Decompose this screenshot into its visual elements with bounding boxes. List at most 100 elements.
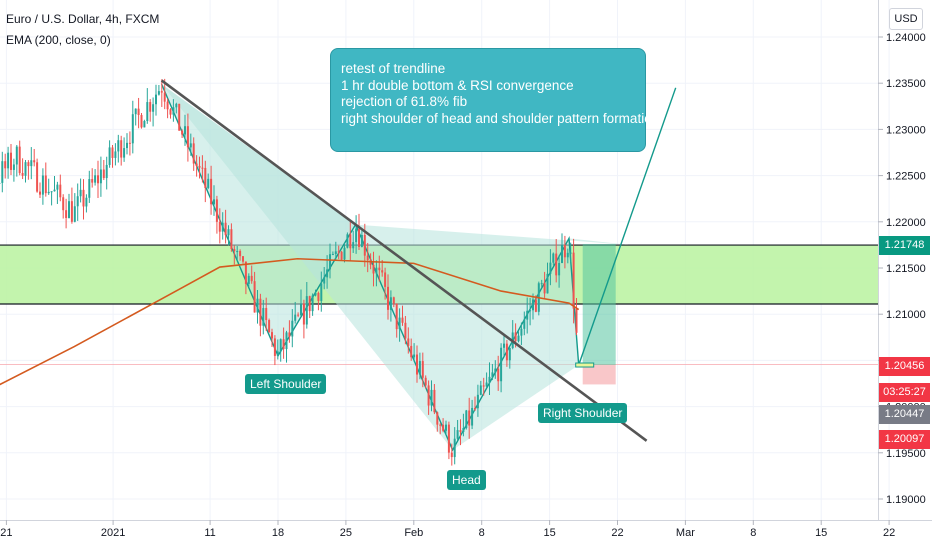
candle-body: [517, 335, 520, 342]
candle-body: [24, 162, 27, 176]
candle-body: [395, 303, 398, 330]
candle-body: [76, 196, 79, 207]
candle-body: [534, 299, 537, 312]
candle-body: [505, 343, 508, 361]
candle-body: [39, 191, 41, 195]
candle-body: [94, 175, 97, 183]
left-shoulder-label: Left Shoulder: [245, 374, 327, 394]
price-tick-label: 1.19500: [886, 448, 926, 460]
candle-body: [317, 292, 320, 301]
symbol-title[interactable]: Euro / U.S. Dollar, 4h, FXCM: [6, 12, 160, 26]
candle-body: [479, 385, 482, 395]
candle-body: [407, 338, 410, 346]
candle-body: [163, 92, 166, 102]
candle-body: [21, 173, 24, 176]
candle-body: [65, 210, 68, 218]
candle-body: [268, 320, 271, 333]
candle-body: [44, 175, 47, 194]
candle-body: [224, 222, 227, 236]
candle-body: [540, 283, 543, 285]
candle-body: [433, 389, 436, 413]
candle-body: [178, 103, 181, 131]
candlestick-series: [0, 78, 578, 466]
candle-body: [259, 298, 262, 326]
candle-body: [389, 297, 392, 310]
time-tick-label: 15: [543, 527, 555, 539]
projection-line[interactable]: [578, 87, 677, 366]
candle-body: [126, 142, 128, 149]
candle-body: [68, 201, 70, 218]
candle-body: [56, 184, 59, 190]
candle-body: [282, 339, 285, 350]
candle-body: [323, 277, 326, 284]
candle-body: [549, 262, 552, 274]
candle-body: [250, 275, 253, 282]
indicator-legend[interactable]: EMA (200, close, 0): [6, 33, 111, 47]
candle-body: [105, 164, 108, 179]
candle-body: [102, 169, 105, 179]
candle-body: [265, 308, 268, 321]
candle-body: [131, 114, 134, 144]
candle-body: [53, 189, 56, 192]
trendline[interactable]: [160, 79, 648, 442]
candle-body: [120, 140, 123, 158]
ema-200-line: [0, 257, 580, 386]
candle-body: [410, 345, 413, 358]
candle-body: [204, 167, 207, 188]
candle-body: [532, 299, 534, 311]
entry-marker: [575, 362, 595, 368]
candle-body: [326, 269, 329, 278]
time-tick-label: 25: [340, 527, 352, 539]
bid-price-label: 1.20447: [879, 405, 930, 424]
candle-body: [59, 184, 62, 198]
annotation-callout: retest of trendline 1 hr double bottom &…: [330, 48, 660, 152]
candle-body: [302, 303, 305, 325]
time-tick-label: 11: [204, 527, 215, 539]
candle-body: [572, 252, 575, 309]
candle-body: [349, 234, 352, 249]
annotation-line: rejection of 61.8% fib: [341, 94, 468, 109]
zone-price-label: 1.21748: [879, 236, 930, 255]
candle-body: [445, 424, 447, 431]
countdown-label: 03:25:27: [879, 383, 930, 402]
candle-body: [561, 245, 563, 264]
candle-body: [358, 228, 360, 247]
candle-body: [242, 256, 244, 262]
price-tick-label: 1.24000: [886, 32, 926, 44]
candle-body: [186, 126, 189, 148]
candle-body: [343, 247, 346, 260]
annotation-line: right shoulder of head and shoulder patt…: [341, 110, 660, 126]
candle-body: [514, 332, 517, 342]
time-axis[interactable]: 21 2021 11 18 25 Feb 8 15 22 Mar 8 15 22: [0, 520, 895, 539]
candle-body: [462, 428, 465, 433]
candle-body: [500, 347, 503, 382]
candle-body: [218, 221, 221, 232]
candle-body: [494, 368, 497, 373]
candle-body: [352, 242, 355, 249]
currency-label[interactable]: USD: [889, 8, 923, 30]
candle-body: [160, 91, 163, 93]
time-tick-label: 8: [750, 527, 756, 539]
candle-body: [189, 143, 192, 148]
candle-body: [201, 167, 204, 169]
candle-body: [207, 178, 210, 188]
candle-body: [134, 108, 137, 115]
time-tick-label: 8: [479, 527, 485, 539]
candle-body: [273, 338, 276, 356]
candle-body: [424, 377, 427, 386]
candle-body: [575, 308, 578, 333]
candle-body: [546, 273, 549, 294]
right-shoulder-label: Right Shoulder: [538, 403, 628, 423]
candle-body: [311, 295, 314, 312]
candle-body: [4, 161, 7, 169]
candle-body: [305, 296, 308, 325]
candle-body: [375, 267, 378, 274]
candle-body: [12, 164, 15, 170]
candle-body: [230, 229, 233, 249]
candle-body: [157, 91, 160, 95]
candle-body: [181, 130, 184, 135]
candle-body: [334, 251, 337, 255]
candle-body: [476, 394, 479, 409]
candle-body: [294, 314, 297, 321]
